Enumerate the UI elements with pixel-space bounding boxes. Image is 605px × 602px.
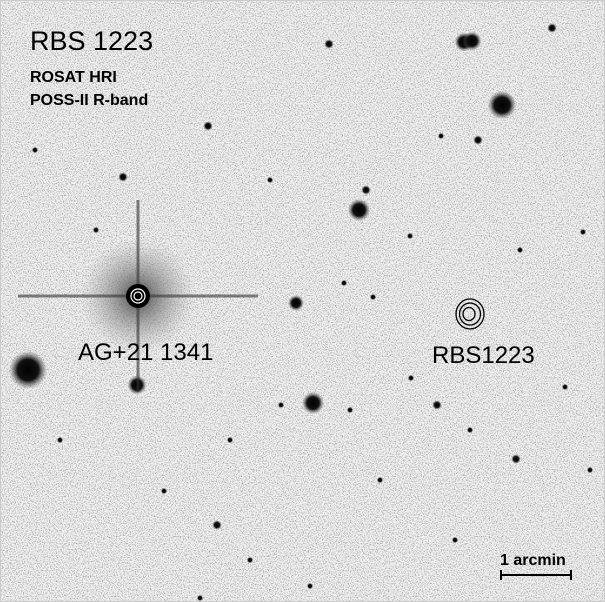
star: [347, 407, 353, 413]
star: [467, 427, 473, 433]
star: [587, 467, 593, 473]
source-label: RBS1223: [432, 342, 535, 369]
star: [517, 247, 523, 253]
star: [197, 595, 203, 601]
star: [408, 375, 414, 381]
star: [452, 537, 458, 543]
survey: POSS-II R-band: [30, 92, 148, 109]
star: [161, 488, 167, 494]
star: [377, 477, 383, 483]
star: [302, 392, 324, 414]
star: [488, 91, 517, 120]
star: [473, 135, 483, 145]
star: [407, 233, 413, 239]
scale-label: 1 arcmin: [500, 552, 566, 569]
title: RBS 1223: [30, 26, 153, 56]
star: [278, 402, 284, 408]
star: [547, 23, 557, 33]
star: [462, 31, 481, 50]
star: [511, 454, 521, 464]
star: [288, 295, 304, 311]
star: [93, 227, 99, 233]
star: [438, 133, 444, 139]
star: [9, 351, 47, 389]
star: [118, 172, 128, 182]
star: [361, 185, 371, 195]
star: [247, 557, 253, 563]
star-label: AG+21 1341: [78, 339, 213, 366]
star: [32, 147, 38, 153]
instrument: ROSAT HRI: [30, 69, 117, 86]
bright-star-core: [126, 284, 150, 308]
star: [307, 583, 313, 589]
star: [432, 400, 442, 410]
sky-image: RBS 1223 ROSAT HRI POSS-II R-band AG+21 …: [0, 0, 605, 602]
star: [580, 229, 586, 235]
star: [212, 520, 222, 530]
star: [227, 437, 233, 443]
star: [348, 199, 370, 221]
star: [341, 280, 347, 286]
star: [370, 294, 376, 300]
star: [267, 177, 273, 183]
star: [57, 437, 63, 443]
star: [562, 384, 568, 390]
star: [203, 121, 213, 131]
star: [324, 39, 334, 49]
